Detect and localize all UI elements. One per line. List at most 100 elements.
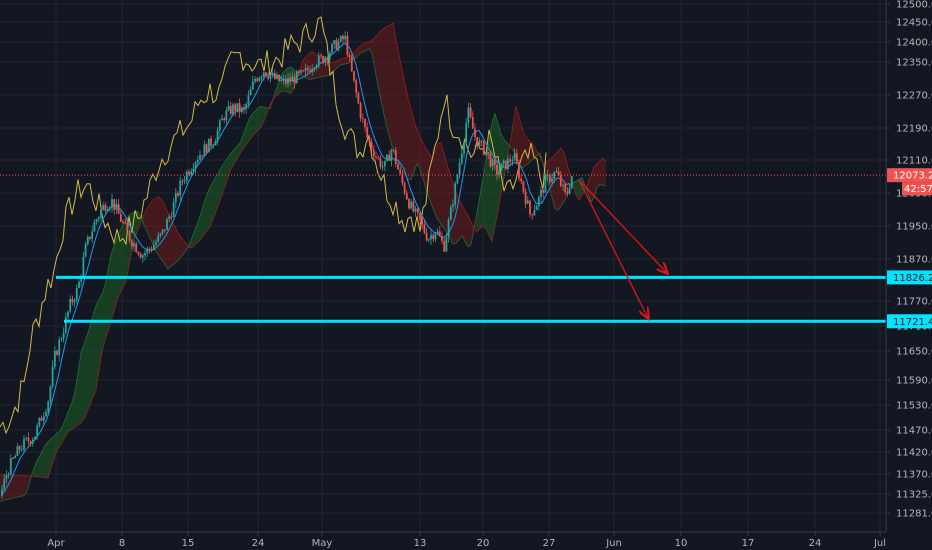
- candle-body: [529, 200, 531, 215]
- cloud-segment: [216, 171, 219, 212]
- candle-body: [214, 141, 217, 146]
- projection-arrow[interactable]: [578, 179, 648, 318]
- candle-body: [247, 95, 250, 105]
- candle-body: [12, 458, 14, 459]
- candle-body: [500, 163, 503, 171]
- candle-body: [408, 199, 410, 209]
- lagging-span-line: [0, 16, 547, 435]
- candle-body: [471, 117, 474, 129]
- candle-body: [537, 197, 540, 206]
- candle-body: [463, 141, 465, 154]
- candle-body: [436, 231, 439, 234]
- candle-body: [172, 202, 175, 217]
- candle-body: [155, 241, 157, 245]
- candle-body: [412, 201, 415, 212]
- cloud-segment: [405, 83, 408, 180]
- candle-body: [317, 55, 320, 66]
- candle-body: [201, 155, 204, 157]
- time-axis[interactable]: Apr 8 15 24 May 13 20 27 Jun 10 17 24 Jul: [0, 531, 886, 550]
- price-tick-label: 11281.0: [896, 509, 932, 520]
- candle-body: [168, 216, 171, 220]
- cloud-segment: [171, 218, 174, 267]
- candle-body: [95, 219, 98, 223]
- candle-body: [192, 168, 195, 172]
- support-levels[interactable]: [56, 275, 886, 323]
- cloud-segment: [438, 142, 441, 225]
- candle-body: [113, 199, 116, 210]
- candle-body: [100, 210, 102, 218]
- candle-body: [251, 81, 254, 90]
- candle-body: [458, 163, 461, 176]
- candle-body: [146, 248, 149, 253]
- candle-body: [293, 76, 296, 84]
- candle-body: [350, 56, 353, 72]
- candle-body: [89, 236, 91, 239]
- candle-body: [493, 159, 496, 165]
- cloud-segment: [345, 56, 348, 64]
- candle-body: [240, 107, 243, 112]
- candle-body: [243, 107, 245, 109]
- cloud-segment: [120, 224, 123, 294]
- candle-body: [311, 68, 314, 72]
- candle-body: [47, 401, 50, 412]
- cloud-segment: [243, 127, 246, 149]
- cloud-segment: [213, 176, 216, 220]
- cloud-segment: [324, 59, 327, 77]
- candle-body: [298, 71, 300, 73]
- cloud-segment: [45, 441, 48, 478]
- candle-body: [566, 191, 569, 194]
- cloud-segment: [597, 160, 600, 188]
- projection-arrow[interactable]: [578, 179, 667, 273]
- cloud-segment: [396, 38, 399, 164]
- time-tick-label: 27: [543, 538, 556, 549]
- candle-body: [388, 154, 391, 161]
- candle-body: [425, 232, 428, 241]
- candle-body: [551, 178, 553, 182]
- candle-body: [460, 153, 463, 164]
- candle-body: [238, 103, 241, 112]
- cloud-segment: [159, 196, 162, 261]
- cloud-segment: [114, 238, 117, 312]
- candle-body: [423, 224, 426, 233]
- candle-body: [542, 189, 545, 193]
- cloud-segment: [192, 229, 195, 248]
- candle-body: [383, 160, 386, 167]
- cloud-segment: [90, 315, 93, 405]
- cloud-segment: [87, 326, 90, 412]
- cloud-segment: [504, 139, 507, 178]
- candle-body: [53, 350, 56, 367]
- time-tick-label: Apr: [47, 538, 65, 549]
- price-tick-label: 11370.0: [896, 470, 932, 481]
- candle-body: [526, 200, 529, 204]
- cloud-segment: [378, 30, 381, 101]
- candle-body: [392, 149, 395, 151]
- cloud-segment: [138, 211, 141, 230]
- candle-body: [157, 235, 160, 242]
- candle-body: [190, 171, 193, 175]
- cloud-segment: [360, 43, 363, 54]
- cloud-segment: [393, 22, 396, 158]
- cloud-segment: [21, 475, 24, 497]
- projection-arrows[interactable]: [578, 179, 667, 318]
- price-tick-label: 12450.0: [896, 18, 932, 29]
- countdown-tag: [902, 182, 932, 196]
- cloud-segment: [33, 463, 36, 477]
- cloud-segment: [0, 474, 3, 502]
- candle-body: [454, 183, 457, 205]
- candle-body: [137, 252, 140, 255]
- level-price-tag: [887, 314, 932, 329]
- candle-body: [414, 208, 417, 212]
- candle-body: [163, 229, 166, 231]
- candle-body: [487, 151, 490, 155]
- price-tick-label: 12190.0: [896, 124, 932, 135]
- cloud-segment: [411, 109, 414, 180]
- candle-body: [474, 128, 476, 137]
- candle-body: [432, 235, 435, 240]
- cloud-segment: [363, 42, 366, 52]
- candle-body: [141, 255, 144, 258]
- candle-body: [25, 437, 28, 439]
- cloud-segment: [18, 475, 21, 497]
- candle-body: [555, 171, 558, 173]
- candle-body: [377, 157, 380, 159]
